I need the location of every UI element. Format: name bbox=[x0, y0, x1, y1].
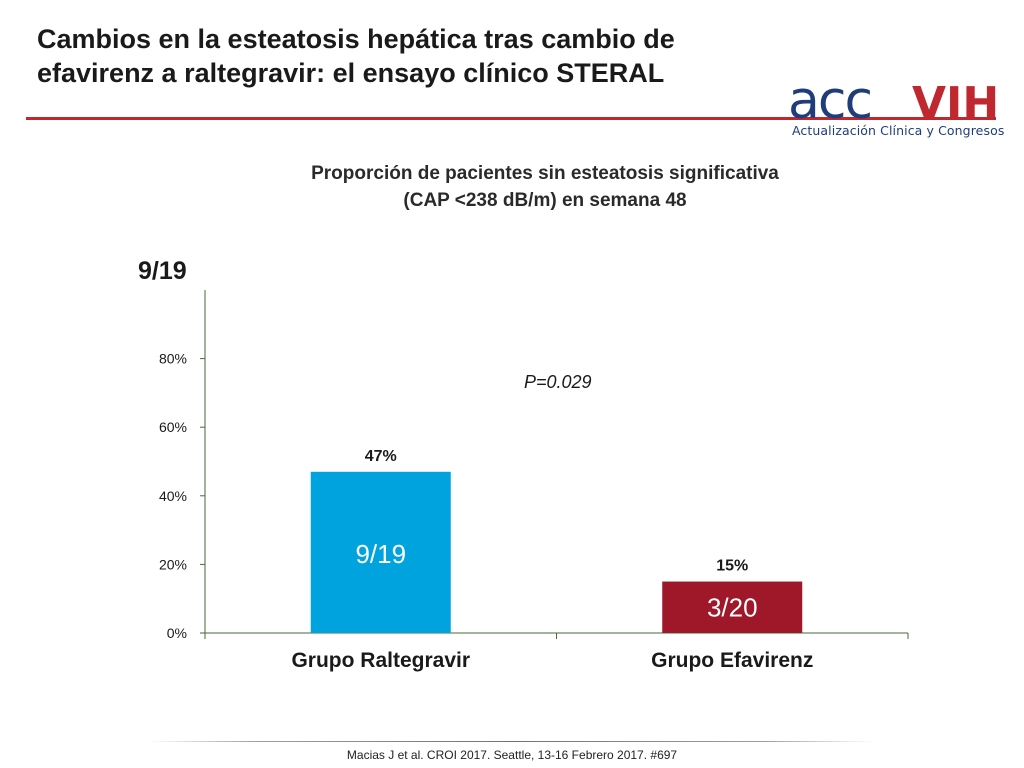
annotation-top-left: 9/19 bbox=[138, 257, 187, 285]
acc-vih-logo: acc VIH Actualización Clínica y Congreso… bbox=[786, 78, 1006, 142]
bar-inner-label: 3/20 bbox=[707, 592, 758, 622]
chart-title: Proporción de pacientes sin esteatosis s… bbox=[311, 163, 779, 184]
category-label: Grupo Raltegravir bbox=[291, 649, 470, 672]
chart-subtitle: (CAP <238 dB/m) en semana 48 bbox=[403, 190, 687, 211]
bar-inner-label: 9/19 bbox=[355, 539, 406, 569]
y-tick-label: 20% bbox=[159, 556, 187, 572]
logo-subtitle: Actualización Clínica y Congresos bbox=[792, 123, 1005, 138]
acc-vih-logo-mark: acc VIH bbox=[788, 78, 999, 124]
slide-title: Cambios en la esteatosis hepática tras c… bbox=[37, 24, 675, 88]
y-tick-label: 60% bbox=[159, 419, 187, 435]
y-tick-label: 80% bbox=[159, 351, 187, 367]
logo-acc-text: acc bbox=[788, 78, 871, 124]
bar-value-label: 15% bbox=[716, 558, 748, 575]
footer-citation: Macias J et al. CROI 2017. Seattle, 13-1… bbox=[346, 748, 678, 762]
title-divider bbox=[26, 117, 996, 120]
y-tick-label: 0% bbox=[167, 625, 187, 641]
y-tick-label: 40% bbox=[159, 488, 187, 504]
bar-value-label: 47% bbox=[365, 448, 397, 465]
category-label: Grupo Efavirenz bbox=[651, 649, 813, 672]
logo-vih-text: VIH bbox=[912, 78, 999, 124]
p-value-annotation: P=0.029 bbox=[524, 372, 592, 392]
bar-2 bbox=[662, 581, 803, 633]
footer-divider bbox=[148, 741, 874, 742]
bar-1 bbox=[310, 471, 451, 633]
chart-title-block: Proporción de pacientes sin esteatosis s… bbox=[200, 160, 890, 214]
